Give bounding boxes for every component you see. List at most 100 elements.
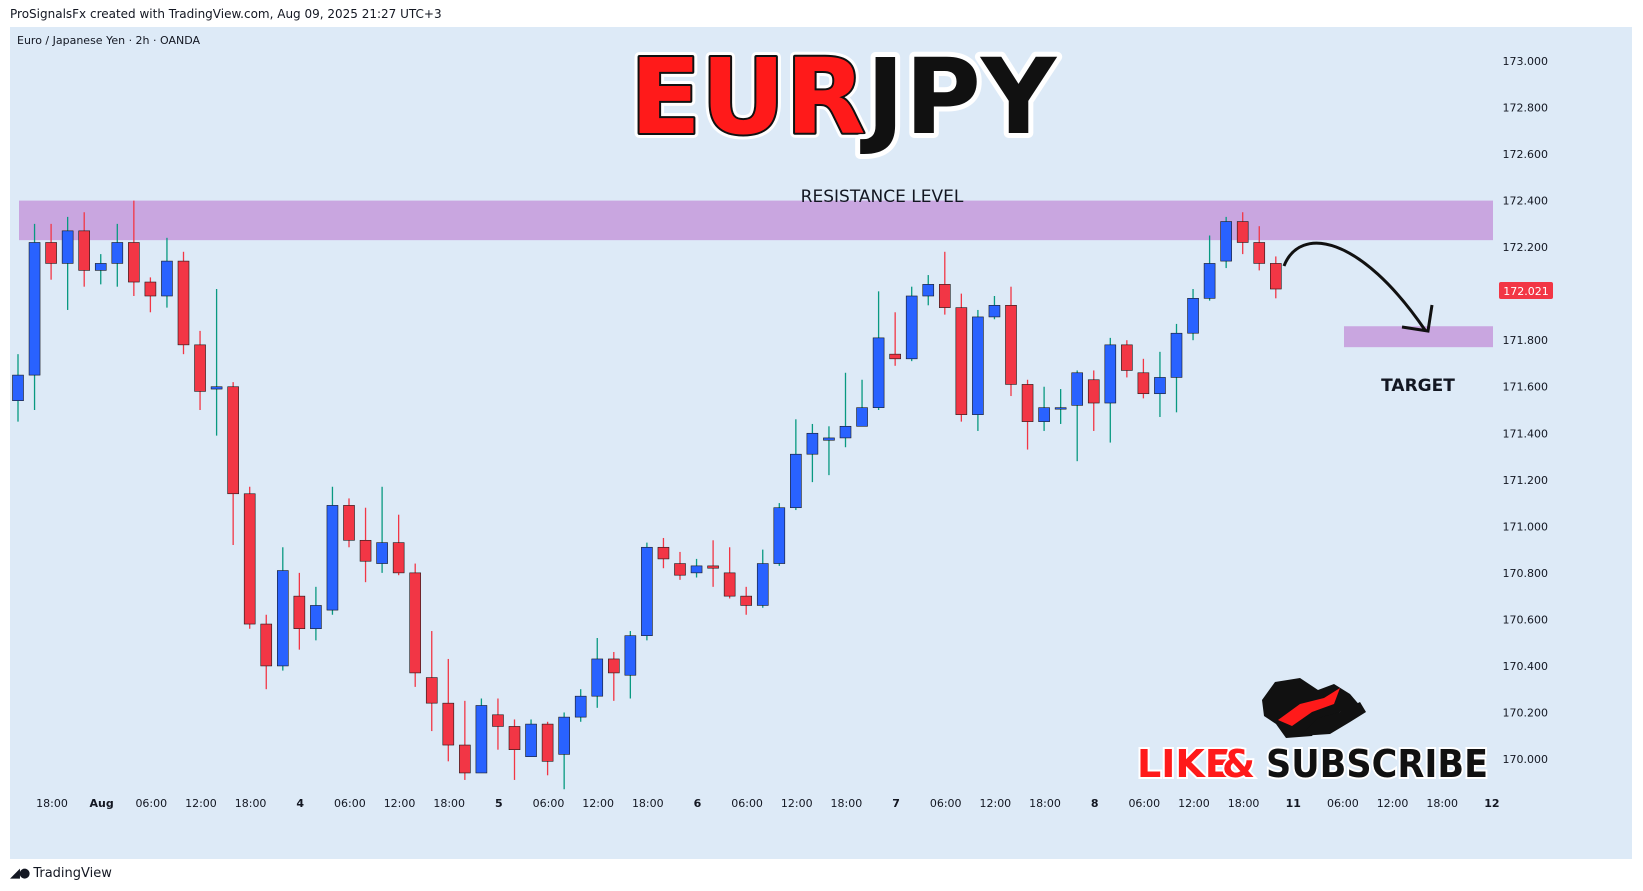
- like-subscribe-cta[interactable]: LIKE & SUBSCRIBE: [1135, 740, 1490, 788]
- candle-body: [1220, 221, 1232, 262]
- candle-body: [955, 307, 968, 415]
- candle-body: [1071, 372, 1083, 406]
- candle-body: [1021, 384, 1034, 422]
- candle: [541, 721, 554, 776]
- y-tick-label: 170.600: [1503, 613, 1549, 626]
- candle-body: [1104, 344, 1117, 404]
- candle: [227, 382, 239, 545]
- x-tick-label: 4: [296, 797, 304, 810]
- candle-body: [773, 507, 786, 564]
- candle-body: [1137, 372, 1150, 395]
- x-tick-label: 06:00: [731, 797, 763, 810]
- resistance-zone: [19, 200, 1493, 241]
- x-tick-label: 06:00: [135, 797, 167, 810]
- candle-body: [276, 570, 289, 667]
- candle: [425, 631, 438, 732]
- candle: [1154, 351, 1166, 417]
- candle-body: [574, 695, 587, 718]
- candle-body: [326, 505, 339, 611]
- candle-body: [740, 595, 753, 606]
- candle: [1121, 340, 1133, 378]
- y-tick-label: 171.400: [1503, 427, 1549, 440]
- target-zone: [1344, 326, 1493, 348]
- x-tick-label: 12:00: [979, 797, 1011, 810]
- candle: [210, 289, 223, 436]
- candle: [343, 498, 355, 548]
- x-tick-label: 12:00: [185, 797, 217, 810]
- candle-body: [392, 542, 405, 574]
- candle-body: [260, 623, 273, 667]
- candle: [1236, 212, 1249, 255]
- candle: [1104, 337, 1117, 443]
- x-tick-label: 7: [892, 797, 900, 810]
- tradingview-logo-icon: ◢●: [10, 866, 30, 881]
- candle: [1054, 389, 1067, 424]
- candle: [1137, 358, 1150, 399]
- chart-area[interactable]: [10, 27, 1632, 859]
- curved-arrow-down-icon: [1282, 241, 1434, 333]
- candle: [28, 223, 41, 410]
- candle: [243, 486, 256, 629]
- y-tick-label: 173.000: [1503, 55, 1549, 68]
- candle-body: [938, 284, 951, 308]
- candle: [740, 586, 753, 615]
- y-tick-label: 172.800: [1503, 102, 1549, 115]
- candle-body: [690, 565, 703, 574]
- x-tick-label: 11: [1286, 797, 1301, 810]
- candle: [293, 572, 306, 650]
- title-part1: EUR: [630, 36, 866, 158]
- y-tick-label: 170.200: [1503, 706, 1549, 719]
- candle-body: [144, 281, 157, 297]
- candle-body: [1087, 379, 1100, 404]
- candle-body: [61, 230, 74, 264]
- candle-body: [790, 453, 802, 509]
- candle-body: [194, 344, 206, 392]
- candle: [1203, 235, 1216, 301]
- candle: [872, 291, 885, 410]
- x-tick-label: 12:00: [781, 797, 813, 810]
- candle-body: [128, 242, 140, 283]
- footer-brand-label: TradingView: [33, 866, 112, 881]
- x-tick-label: 6: [694, 797, 702, 810]
- candle-body: [889, 353, 901, 360]
- x-tick-label: 5: [495, 797, 503, 810]
- x-tick-label: 12: [1484, 797, 1499, 810]
- y-tick-label: 172.600: [1503, 148, 1549, 161]
- candle-body: [508, 726, 521, 750]
- symbol-label: Euro / Japanese Yen · 2h · OANDA: [17, 34, 201, 47]
- candle-body: [45, 242, 57, 264]
- candle-body: [591, 658, 604, 697]
- candle-body: [1236, 221, 1249, 243]
- candle-body: [1038, 407, 1050, 422]
- candle: [144, 277, 157, 313]
- last-price-value: 172.021: [1503, 285, 1549, 298]
- candle: [376, 486, 388, 573]
- candle-body: [409, 572, 422, 674]
- x-tick-label: 18:00: [831, 797, 863, 810]
- candle: [674, 551, 686, 580]
- candle: [574, 689, 587, 722]
- candle: [806, 423, 819, 483]
- last-price-badge: 172.021: [1499, 282, 1553, 299]
- footer-brand[interactable]: ◢● TradingView: [10, 866, 112, 881]
- x-tick-label: 18:00: [632, 797, 664, 810]
- x-tick-label: 06:00: [533, 797, 565, 810]
- y-tick-label: 170.800: [1503, 567, 1549, 580]
- candle: [1087, 370, 1100, 431]
- candle: [276, 547, 289, 671]
- candle: [78, 212, 90, 287]
- candle: [657, 537, 670, 569]
- candle-body: [243, 493, 256, 625]
- candle-body: [872, 337, 885, 408]
- candle-body: [475, 705, 488, 774]
- candle-body: [442, 702, 455, 746]
- candle-body: [227, 386, 239, 495]
- candle: [988, 295, 1001, 320]
- candle-body: [922, 284, 935, 297]
- candle-body: [1270, 263, 1282, 290]
- candle: [310, 586, 322, 641]
- candle-body: [823, 437, 835, 441]
- candle-body: [1170, 332, 1183, 378]
- candle: [591, 638, 604, 708]
